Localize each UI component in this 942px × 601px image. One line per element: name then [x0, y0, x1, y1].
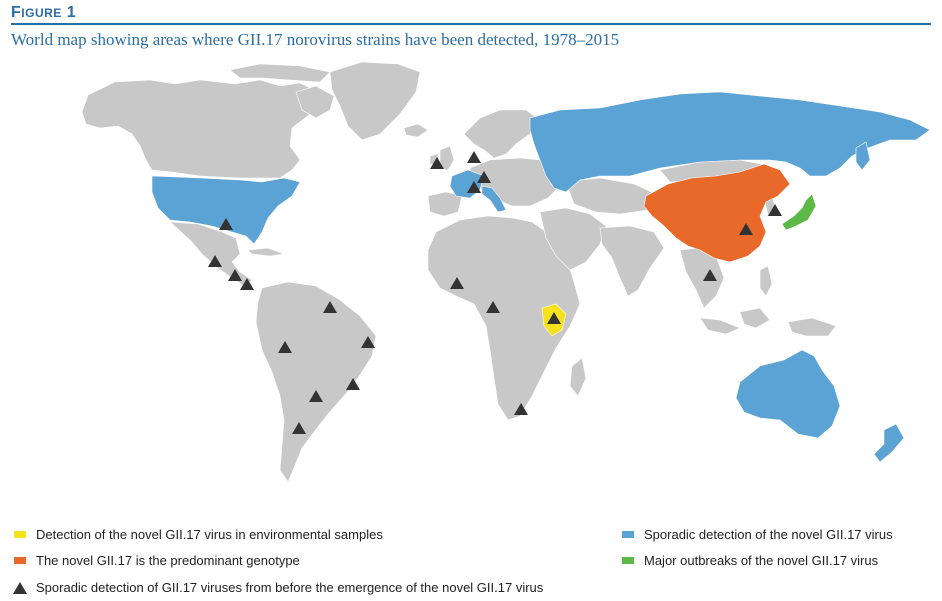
region-italy	[481, 185, 507, 213]
region-usa	[151, 175, 301, 245]
legend-predominant: The novel GII.17 is the predominant geno…	[14, 553, 300, 568]
major-outbreak-regions	[781, 193, 817, 231]
land-philippines	[759, 265, 773, 297]
triangle-marker	[467, 181, 481, 193]
land-iceland	[403, 123, 429, 138]
region-kamchatka	[855, 141, 871, 171]
land-south-america	[255, 281, 377, 483]
region-russia	[529, 91, 931, 193]
land-cuba	[247, 247, 285, 257]
region-china	[643, 163, 791, 263]
triangle-marker	[208, 255, 222, 267]
land-arctic-islands	[229, 63, 331, 83]
triangle-marker	[228, 269, 242, 281]
legend-predominant-label: The novel GII.17 is the predominant geno…	[36, 553, 300, 568]
figure-label: FIGURE 1	[11, 4, 77, 21]
triangle-marker	[323, 301, 337, 313]
legend-major-outbreaks-label: Major outbreaks of the novel GII.17 viru…	[644, 553, 879, 568]
triangle-marker	[703, 269, 717, 281]
region-france	[449, 169, 485, 199]
world-map	[81, 61, 931, 483]
triangle-marker	[292, 422, 306, 434]
triangle-marker	[240, 278, 254, 290]
triangle-marker	[547, 312, 561, 324]
land-scandinavia	[463, 109, 541, 159]
legend-triangle-label: Sporadic detection of GII.17 viruses fro…	[36, 580, 544, 595]
predominant-regions	[643, 163, 791, 263]
header-rule	[11, 23, 931, 25]
triangle-marker	[346, 378, 360, 390]
triangle-marker	[486, 301, 500, 313]
predominant-swatch	[14, 557, 26, 564]
land-greenland	[329, 61, 421, 141]
land-india	[599, 225, 665, 297]
land-africa	[427, 215, 581, 421]
land-masses	[81, 61, 837, 483]
triangle-marker	[467, 151, 481, 163]
major-outbreaks-swatch	[622, 557, 634, 564]
region-australia	[735, 349, 841, 439]
triangle-icon	[13, 581, 27, 594]
triangle-marker	[361, 336, 375, 348]
land-middle-east	[539, 207, 607, 271]
figure-title: World map showing areas where GII.17 nor…	[11, 30, 620, 49]
region-japan	[781, 193, 817, 231]
legend-environmental: Detection of the novel GII.17 virus in e…	[14, 527, 383, 542]
sporadic-novel-swatch	[622, 531, 634, 538]
triangle-marker	[309, 390, 323, 402]
land-new-guinea	[787, 317, 837, 337]
triangle-marker	[768, 204, 782, 216]
triangle-marker	[219, 218, 233, 230]
legend-environmental-label: Detection of the novel GII.17 virus in e…	[36, 527, 383, 542]
land-alaska	[81, 79, 321, 179]
land-madagascar	[569, 357, 587, 397]
sporadic-old-markers	[208, 151, 782, 434]
legend-sporadic-novel: Sporadic detection of the novel GII.17 v…	[622, 527, 893, 542]
legend-major-outbreaks: Major outbreaks of the novel GII.17 viru…	[622, 553, 878, 568]
triangle-marker	[514, 403, 528, 415]
triangle-marker	[450, 277, 464, 289]
legend-sporadic-novel-label: Sporadic detection of the novel GII.17 v…	[644, 527, 893, 542]
legend-triangle: Sporadic detection of GII.17 viruses fro…	[13, 580, 544, 595]
triangle-marker	[430, 157, 444, 169]
triangle-marker	[477, 171, 491, 183]
triangle-marker	[739, 223, 753, 235]
land-baffin	[295, 85, 335, 119]
sporadic-novel-regions	[151, 91, 931, 463]
land-mexico	[169, 221, 253, 287]
environmental-swatch	[14, 531, 26, 538]
region-new-zealand	[873, 423, 905, 463]
triangle-marker	[278, 341, 292, 353]
land-indonesia-1	[699, 317, 741, 335]
land-indonesia-2	[739, 307, 771, 329]
land-iberia	[427, 191, 463, 217]
